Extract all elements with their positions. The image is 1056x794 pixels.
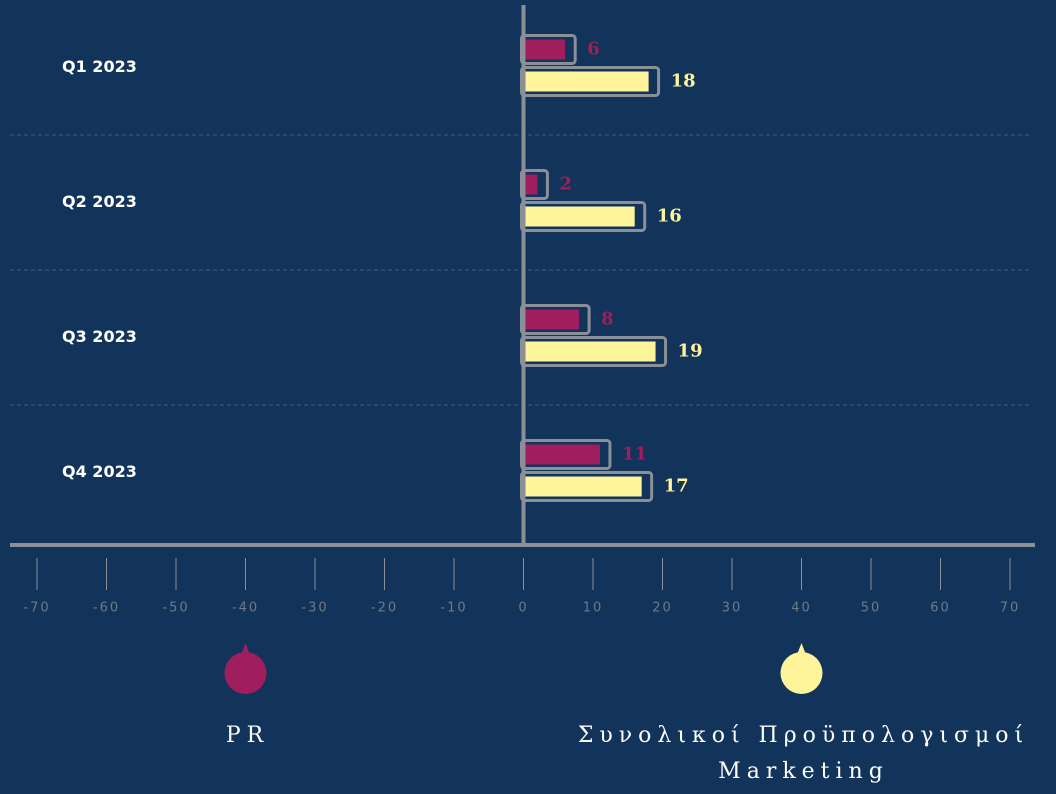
legend-label: PR bbox=[225, 723, 270, 748]
x-tick-label: -10 bbox=[440, 601, 467, 616]
y-tick-label: Q1 2023 bbox=[62, 57, 137, 76]
bar bbox=[523, 39, 566, 60]
data-label: 16 bbox=[657, 206, 682, 227]
x-tick-label: 30 bbox=[722, 601, 743, 616]
x-tick-label: -70 bbox=[23, 601, 50, 616]
data-label: 19 bbox=[678, 341, 703, 362]
bar bbox=[523, 309, 580, 330]
x-tick-label: -30 bbox=[301, 601, 328, 616]
bar bbox=[523, 206, 635, 227]
x-tick-label: 50 bbox=[861, 601, 882, 616]
x-tick-label: 40 bbox=[791, 601, 812, 616]
bar bbox=[523, 444, 600, 465]
data-label: 18 bbox=[671, 71, 696, 92]
data-label: 6 bbox=[587, 39, 600, 60]
legend-label: Συνολικοί Προϋπολογισμοί Marketing bbox=[577, 723, 1030, 784]
bar bbox=[523, 476, 642, 497]
data-label: 17 bbox=[664, 476, 689, 497]
legend-marker bbox=[780, 652, 823, 694]
y-tick-label: Q4 2023 bbox=[62, 462, 137, 481]
x-tick-label: -40 bbox=[232, 601, 259, 616]
x-tick-label: 20 bbox=[652, 601, 673, 616]
x-tick-label: 60 bbox=[930, 601, 951, 616]
bar bbox=[523, 71, 649, 92]
bar bbox=[523, 341, 656, 362]
x-tick-label: 10 bbox=[583, 601, 604, 616]
data-label: 8 bbox=[601, 309, 614, 330]
x-tick-label: -50 bbox=[162, 601, 189, 616]
legend-marker bbox=[224, 652, 267, 694]
bar bbox=[523, 174, 538, 195]
x-tick-label: -20 bbox=[371, 601, 398, 616]
data-label: 11 bbox=[622, 444, 647, 465]
x-tick-label: 0 bbox=[518, 601, 528, 616]
x-tick-label: -60 bbox=[93, 601, 120, 616]
y-tick-label: Q2 2023 bbox=[62, 192, 137, 211]
x-tick-label: 70 bbox=[1000, 601, 1021, 616]
data-label: 2 bbox=[559, 174, 572, 195]
y-tick-label: Q3 2023 bbox=[62, 327, 137, 346]
